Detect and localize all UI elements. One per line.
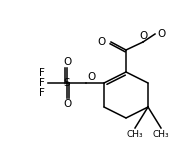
Text: F: F: [39, 68, 45, 78]
Text: O: O: [157, 29, 165, 39]
Text: F: F: [39, 88, 45, 98]
Text: O: O: [139, 31, 147, 41]
Text: O: O: [63, 57, 71, 67]
Text: O: O: [87, 72, 95, 82]
Text: F: F: [39, 78, 45, 88]
Text: CH₃: CH₃: [127, 130, 143, 139]
Text: O: O: [98, 37, 106, 47]
Text: O: O: [63, 99, 71, 109]
Text: CH₃: CH₃: [153, 130, 169, 139]
Text: S: S: [64, 78, 70, 88]
